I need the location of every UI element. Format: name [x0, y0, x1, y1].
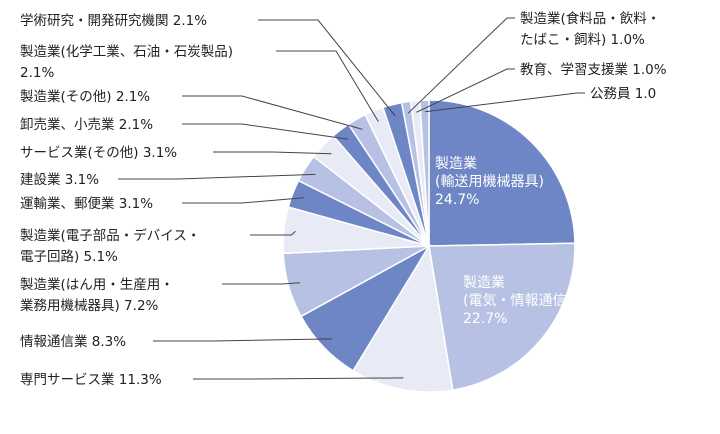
leader-line-9 [182, 123, 348, 140]
leader-lines [118, 17, 585, 380]
slice-label-4: 製造業(はん用・生産用・業務用機械器具) 7.2% [20, 277, 174, 314]
slice-label-9: 卸売業、小売業 2.1% [20, 117, 153, 133]
leader-line-4 [222, 282, 300, 285]
slice-label-12: 学術研究・開発研究機関 2.1% [20, 13, 207, 29]
leader-line-13 [407, 17, 515, 114]
leader-line-6 [182, 197, 304, 204]
slice-label-5: 製造業(電子部品・デバイス・電子回路) 5.1% [20, 227, 200, 265]
slice-labels: 製造業(輸送用機械器具) 24.7% 製造業(電気・情報通信機械器具) 22.7% 専門… [20, 10, 667, 388]
pie-slices [282, 99, 576, 393]
leader-line-7 [118, 173, 316, 180]
leader-line-12 [258, 19, 396, 117]
pie-slice-1 [428, 242, 576, 391]
slice-label-7: 建設業 3.1% [20, 172, 99, 188]
slice-label-10: 製造業(その他) 2.1% [20, 89, 150, 105]
slice-label-3: 情報通信業 8.3% [20, 334, 126, 350]
leader-line-3 [153, 338, 333, 342]
slice-label-6: 運輸業、郵便業 3.1% [20, 196, 153, 212]
slice-label-1: 製造業(電気・情報通信機械器具) 22.7% [463, 275, 628, 327]
leader-line-8 [213, 151, 332, 155]
leader-line-2 [193, 377, 404, 380]
slice-label-13: 製造業(食料品・飲料・たばこ・飼料) 1.0% [520, 10, 660, 48]
slice-label-14: 教育、学習支援業 1.0% [520, 62, 667, 78]
pie-slice-0 [428, 99, 576, 247]
pie-slice-15 [419, 99, 430, 247]
leader-line-11 [276, 50, 379, 122]
slice-label-15: 公務員 1.0 [590, 86, 656, 102]
leader-line-5 [250, 230, 296, 236]
pie-slice-2 [352, 243, 454, 393]
slice-label-8: サービス業(その他) 3.1% [20, 145, 177, 161]
leader-line-14 [416, 68, 515, 113]
slice-label-2: 専門サービス業 11.3% [20, 372, 162, 388]
slice-label-11: 製造業(化学工業、石油・石炭製品) 2.1% [20, 44, 233, 81]
slice-label-0: 製造業(輸送用機械器具) 24.7% [435, 156, 544, 208]
leader-line-10 [182, 95, 363, 130]
leader-line-15 [424, 92, 585, 113]
